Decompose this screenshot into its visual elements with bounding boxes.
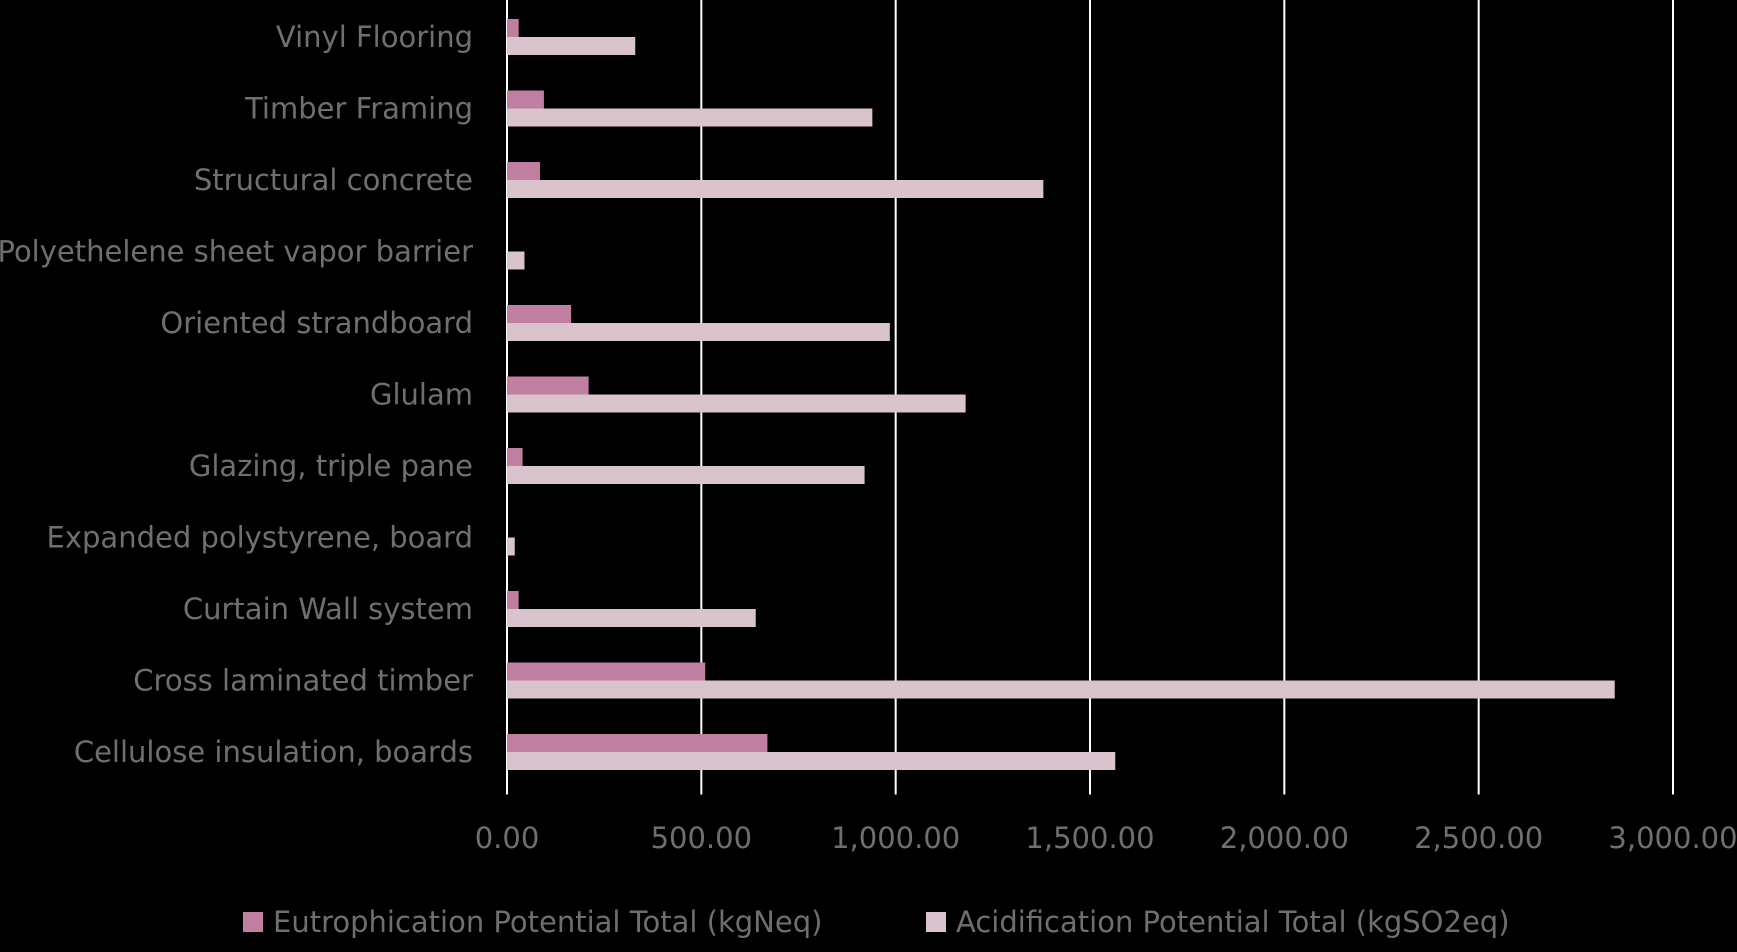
category-label-3: Polyethelene sheet vapor barrier bbox=[0, 235, 473, 269]
bar-eutrophication-5 bbox=[507, 376, 589, 395]
bar-acidification-7 bbox=[507, 537, 515, 556]
bar-acidification-0 bbox=[507, 37, 636, 55]
bar-acidification-2 bbox=[507, 180, 1044, 198]
bars bbox=[507, 19, 1615, 770]
legend-label-1: Acidification Potential Total (kgSO2eq) bbox=[956, 905, 1510, 939]
category-label-10: Cellulose insulation, boards bbox=[74, 735, 473, 769]
legend-swatch-1 bbox=[926, 912, 946, 932]
category-label-4: Oriented strandboard bbox=[160, 306, 473, 340]
x-tick-label-6: 3,000.00 bbox=[1608, 821, 1737, 855]
bar-eutrophication-4 bbox=[507, 305, 572, 323]
category-label-7: Expanded polystyrene, board bbox=[47, 521, 473, 555]
category-label-8: Curtain Wall system bbox=[183, 592, 473, 626]
x-tick-label-0: 0.00 bbox=[475, 821, 540, 855]
legend: Eutrophication Potential Total (kgNeq) Ac… bbox=[243, 905, 1510, 939]
bar-acidification-1 bbox=[507, 108, 873, 127]
category-label-5: Glulam bbox=[370, 378, 473, 412]
bar-eutrophication-10 bbox=[507, 734, 768, 752]
bar-eutrophication-2 bbox=[507, 162, 541, 180]
category-label-2: Structural concrete bbox=[194, 163, 473, 197]
x-tick-labels: 0.00 500.00 1,000.00 1,500.00 2,000.00 2,500.… bbox=[475, 821, 1737, 855]
category-label-0: Vinyl Flooring bbox=[276, 20, 473, 54]
bar-acidification-3 bbox=[507, 251, 525, 270]
bar-acidification-6 bbox=[507, 466, 865, 484]
category-label-9: Cross laminated timber bbox=[133, 664, 473, 698]
legend-swatch-0 bbox=[243, 912, 263, 932]
bar-acidification-4 bbox=[507, 323, 890, 341]
bar-acidification-8 bbox=[507, 609, 756, 627]
bar-eutrophication-8 bbox=[507, 591, 519, 609]
x-tick-label-1: 500.00 bbox=[651, 821, 752, 855]
bar-eutrophication-6 bbox=[507, 448, 523, 466]
bar-acidification-5 bbox=[507, 394, 966, 413]
bar-eutrophication-9 bbox=[507, 662, 706, 681]
bar-eutrophication-0 bbox=[507, 19, 519, 37]
category-label-6: Glazing, triple pane bbox=[189, 449, 473, 483]
bar-acidification-10 bbox=[507, 752, 1116, 770]
x-tick-label-5: 2,500.00 bbox=[1414, 821, 1543, 855]
bar-acidification-9 bbox=[507, 680, 1615, 699]
x-tick-label-3: 1,500.00 bbox=[1025, 821, 1154, 855]
legend-label-0: Eutrophication Potential Total (kgNeq) bbox=[273, 905, 822, 939]
category-label-1: Timber Framing bbox=[244, 92, 473, 126]
bar-eutrophication-1 bbox=[507, 90, 544, 109]
x-tick-label-2: 1,000.00 bbox=[831, 821, 960, 855]
category-labels: Vinyl Flooring Timber Framing Structural c… bbox=[0, 20, 473, 769]
x-tick-label-4: 2,000.00 bbox=[1220, 821, 1349, 855]
